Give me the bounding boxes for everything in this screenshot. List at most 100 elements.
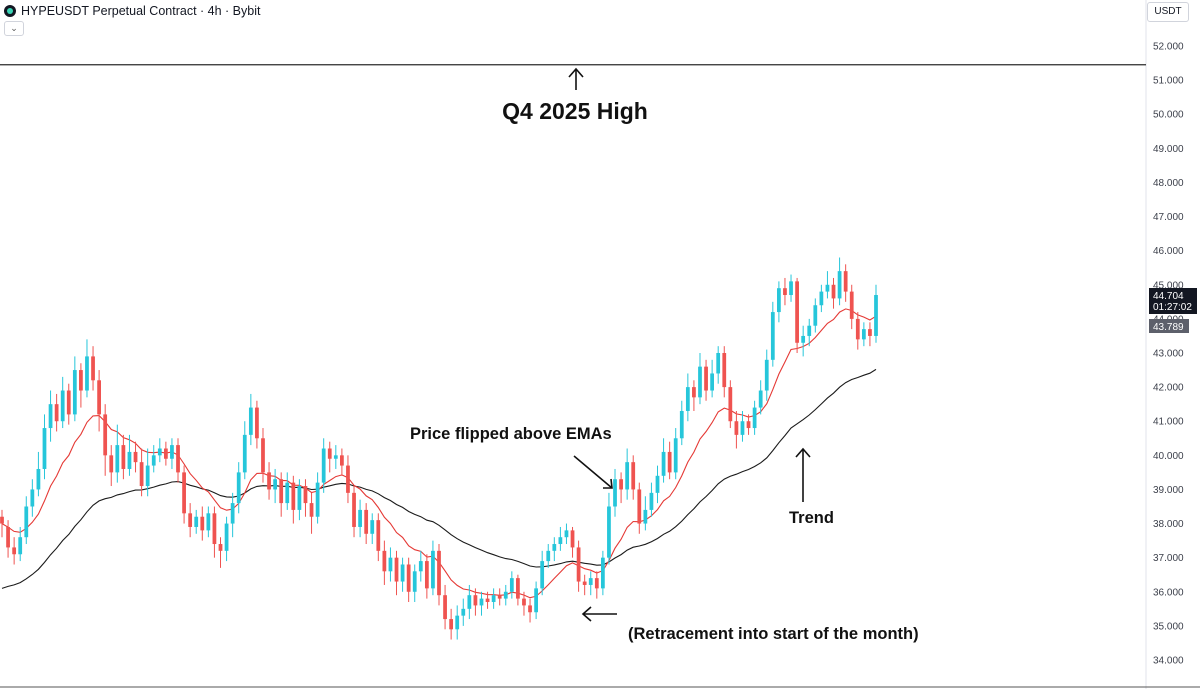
candle — [12, 537, 17, 565]
candle-body — [437, 550, 441, 596]
candle-body — [42, 428, 47, 469]
candle — [770, 301, 775, 367]
candle-body — [18, 537, 23, 555]
candle-body — [631, 462, 636, 490]
candle — [503, 584, 508, 606]
candle-body — [625, 462, 630, 490]
candle — [157, 438, 162, 463]
candle-body — [182, 472, 186, 514]
candle — [431, 540, 435, 596]
candle-body — [855, 318, 860, 340]
trend-up-arrow-icon — [795, 447, 811, 502]
candle — [6, 520, 10, 558]
y-tick-label: 41.000 — [1153, 417, 1184, 428]
candle — [491, 588, 496, 609]
candle-body — [734, 421, 739, 435]
candle — [364, 503, 369, 545]
candle — [388, 547, 393, 582]
candle — [127, 434, 132, 476]
candle — [273, 468, 278, 504]
candle — [722, 346, 727, 398]
y-tick-label: 45.000 — [1153, 280, 1184, 291]
collapse-legend-button[interactable]: ⌄ — [4, 21, 24, 36]
candle-body — [364, 509, 369, 534]
candle — [406, 557, 411, 603]
candle — [600, 550, 605, 596]
candle-body — [698, 366, 702, 398]
candle — [777, 281, 781, 323]
y-axis[interactable]: 34.000 35.000 36.000 37.000 38.000 39.000 40.0… — [1153, 42, 1184, 667]
candle-body — [728, 387, 733, 422]
candle — [546, 544, 551, 568]
candle-body — [837, 271, 842, 299]
candle-body — [145, 465, 150, 487]
y-tick-label: 39.000 — [1153, 485, 1184, 496]
y-tick-label: 49.000 — [1153, 144, 1184, 155]
candle-body — [522, 598, 526, 606]
candle-body — [783, 288, 787, 296]
candle — [740, 410, 745, 442]
currency-selector[interactable]: USDT — [1147, 2, 1189, 22]
candle — [831, 277, 836, 309]
q4-high-label: Q4 2025 High — [502, 98, 648, 124]
candle — [667, 441, 672, 480]
candle-body — [582, 581, 587, 585]
candle — [758, 380, 763, 415]
candle — [861, 322, 866, 347]
candle — [825, 271, 830, 299]
candle-body — [607, 506, 611, 558]
candle-body — [303, 486, 308, 504]
candle-body — [764, 359, 769, 391]
candle-body — [558, 537, 563, 545]
candle-body — [358, 509, 362, 527]
candle-body — [722, 353, 727, 388]
candle — [85, 339, 89, 398]
candle — [461, 598, 466, 626]
candle — [163, 441, 168, 466]
candle — [176, 438, 180, 483]
candle-body — [497, 595, 502, 599]
candle-body — [789, 281, 793, 296]
candle-body — [115, 445, 120, 473]
bybit-logo-icon — [4, 5, 16, 17]
candle — [255, 400, 259, 449]
candle-body — [297, 486, 302, 510]
trend-label: Trend — [789, 509, 834, 527]
candle-body — [692, 387, 696, 398]
candle-body — [424, 561, 429, 589]
candle-body — [273, 479, 278, 490]
candle — [449, 608, 454, 640]
symbol-title[interactable]: HYPEUSDT Perpetual Contract · 4h · Bybit — [21, 4, 261, 18]
candle-body — [673, 438, 678, 473]
candle — [321, 438, 326, 493]
y-tick-label: 47.000 — [1153, 212, 1184, 223]
candle — [564, 523, 569, 545]
candle — [655, 465, 660, 504]
candle-body — [218, 544, 223, 551]
candle — [248, 393, 253, 446]
chart-header: HYPEUSDT Perpetual Contract · 4h · Bybit — [4, 3, 260, 19]
candle-body — [346, 465, 350, 493]
candle-body — [12, 547, 17, 555]
candle — [218, 537, 223, 568]
candle-body — [594, 578, 599, 589]
candle — [315, 472, 320, 524]
ema-value-badge — [1149, 319, 1189, 333]
candle-body — [6, 526, 10, 548]
candle-body — [261, 438, 265, 473]
candle-body — [121, 445, 126, 469]
candle — [236, 462, 241, 514]
candle-body — [285, 482, 290, 504]
y-tick-label: 35.000 — [1153, 621, 1184, 632]
candle-body — [60, 390, 65, 422]
candle-body — [643, 509, 648, 524]
candle-body — [655, 475, 660, 493]
candle — [224, 516, 229, 562]
candle-body — [91, 356, 95, 381]
candle — [279, 472, 284, 517]
y-tick-label: 42.000 — [1153, 383, 1184, 394]
candle — [133, 441, 138, 473]
candle-body — [394, 557, 399, 582]
candle — [576, 540, 581, 592]
